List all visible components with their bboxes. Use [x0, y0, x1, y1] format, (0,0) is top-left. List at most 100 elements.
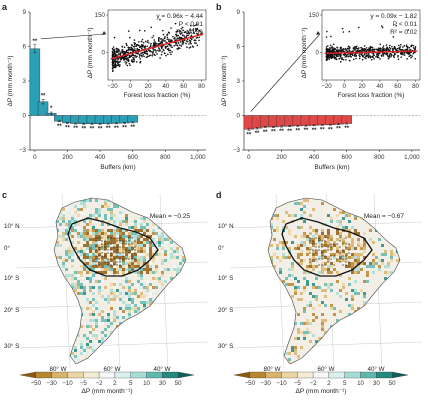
stipple-dot: [336, 243, 338, 245]
anomaly-pixel: [134, 319, 137, 322]
anomaly-pixel: [143, 343, 146, 346]
anomaly-pixel: [143, 250, 146, 253]
anomaly-pixel: [170, 307, 173, 310]
significance-label: **: [344, 126, 349, 132]
anomaly-pixel: [339, 253, 342, 256]
scatter-point: [334, 48, 337, 51]
anomaly-pixel: [110, 217, 113, 220]
anomaly-pixel: [348, 244, 351, 247]
anomaly-pixel: [56, 280, 59, 283]
anomaly-pixel: [342, 259, 345, 262]
anomaly-pixel: [107, 253, 110, 256]
anomaly-pixel: [390, 310, 393, 313]
anomaly-pixel: [149, 298, 152, 301]
anomaly-pixel: [327, 283, 330, 286]
anomaly-pixel: [119, 292, 122, 295]
scatter-point: [394, 47, 397, 49]
colorbar-swatch: [328, 371, 345, 379]
anomaly-pixel: [152, 298, 155, 301]
stipple-dot: [119, 240, 121, 242]
anomaly-pixel: [270, 259, 273, 262]
anomaly-pixel: [345, 253, 348, 256]
scatter-point: [175, 31, 178, 33]
anomaly-pixel: [363, 232, 366, 235]
anomaly-pixel: [176, 238, 179, 241]
scatter-point: [162, 33, 165, 36]
anomaly-pixel: [98, 241, 101, 244]
scatter-point: [190, 34, 193, 37]
stipple-dot: [324, 255, 326, 257]
anomaly-pixel: [173, 298, 176, 301]
anomaly-pixel: [104, 202, 107, 205]
anomaly-pixel: [152, 331, 155, 334]
anomaly-pixel: [92, 271, 95, 274]
scatter-point: [198, 36, 200, 39]
anomaly-pixel: [54, 220, 56, 223]
anomaly-pixel: [137, 331, 140, 334]
anomaly-pixel: [282, 241, 285, 244]
anomaly-pixel: [366, 349, 369, 352]
anomaly-pixel: [98, 361, 101, 364]
anomaly-pixel: [89, 277, 92, 280]
anomaly-pixel: [101, 259, 104, 262]
anomaly-pixel: [140, 307, 143, 310]
anomaly-pixel: [164, 235, 167, 238]
latitude-label: 20° S: [4, 307, 19, 314]
anomaly-pixel: [170, 244, 173, 247]
anomaly-pixel: [339, 289, 342, 292]
anomaly-pixel: [50, 340, 53, 343]
anomaly-pixel: [71, 280, 74, 283]
anomaly-pixel: [291, 274, 294, 277]
scatter-point: [142, 45, 144, 47]
x-tick-label: 0: [33, 154, 37, 161]
anomaly-pixel: [173, 289, 176, 292]
anomaly-pixel: [59, 217, 62, 220]
anomaly-pixel: [348, 313, 351, 316]
scatter-point: [156, 49, 158, 52]
anomaly-pixel: [285, 211, 288, 214]
anomaly-pixel: [185, 331, 186, 334]
anomaly-pixel: [351, 238, 354, 241]
scatter-point: [130, 55, 132, 57]
scatter-point: [414, 51, 416, 54]
anomaly-pixel: [50, 256, 53, 259]
anomaly-pixel: [312, 229, 315, 232]
anomaly-pixel: [306, 250, 309, 253]
scatter-point: [127, 30, 130, 32]
anomaly-pixel: [92, 310, 95, 313]
stipple-dot: [321, 264, 323, 266]
anomaly-pixel: [125, 220, 128, 223]
anomaly-pixel: [89, 256, 92, 259]
anomaly-pixel: [128, 331, 131, 334]
colorbar-swatch: [130, 371, 147, 379]
anomaly-pixel: [176, 208, 179, 211]
scatter-point: [395, 24, 397, 27]
scatter-point: [113, 51, 116, 54]
anomaly-pixel: [294, 337, 297, 340]
anomaly-pixel: [273, 295, 276, 298]
anomaly-pixel: [146, 262, 149, 265]
anomaly-pixel: [276, 217, 279, 220]
colorbar-tick-label: 10: [357, 380, 364, 387]
anomaly-pixel: [179, 286, 182, 289]
anomaly-pixel: [92, 349, 95, 352]
stipple-dot: [107, 243, 109, 245]
anomaly-pixel: [59, 211, 62, 214]
anomaly-pixel: [116, 238, 119, 241]
anomaly-pixel: [128, 226, 131, 229]
anomaly-pixel: [134, 223, 137, 226]
anomaly-pixel: [116, 265, 119, 268]
anomaly-pixel: [268, 262, 270, 265]
anomaly-pixel: [95, 304, 98, 307]
anomaly-pixel: [309, 331, 312, 334]
scatter-point: [161, 46, 163, 48]
anomaly-pixel: [321, 265, 324, 268]
anomaly-pixel: [179, 298, 182, 301]
anomaly-pixel: [309, 292, 312, 295]
anomaly-pixel: [89, 238, 92, 241]
anomaly-pixel: [288, 232, 291, 235]
scatter-point: [131, 54, 133, 57]
anomaly-pixel: [384, 199, 387, 202]
scatter-point: [354, 48, 356, 51]
anomaly-pixel: [188, 229, 191, 232]
